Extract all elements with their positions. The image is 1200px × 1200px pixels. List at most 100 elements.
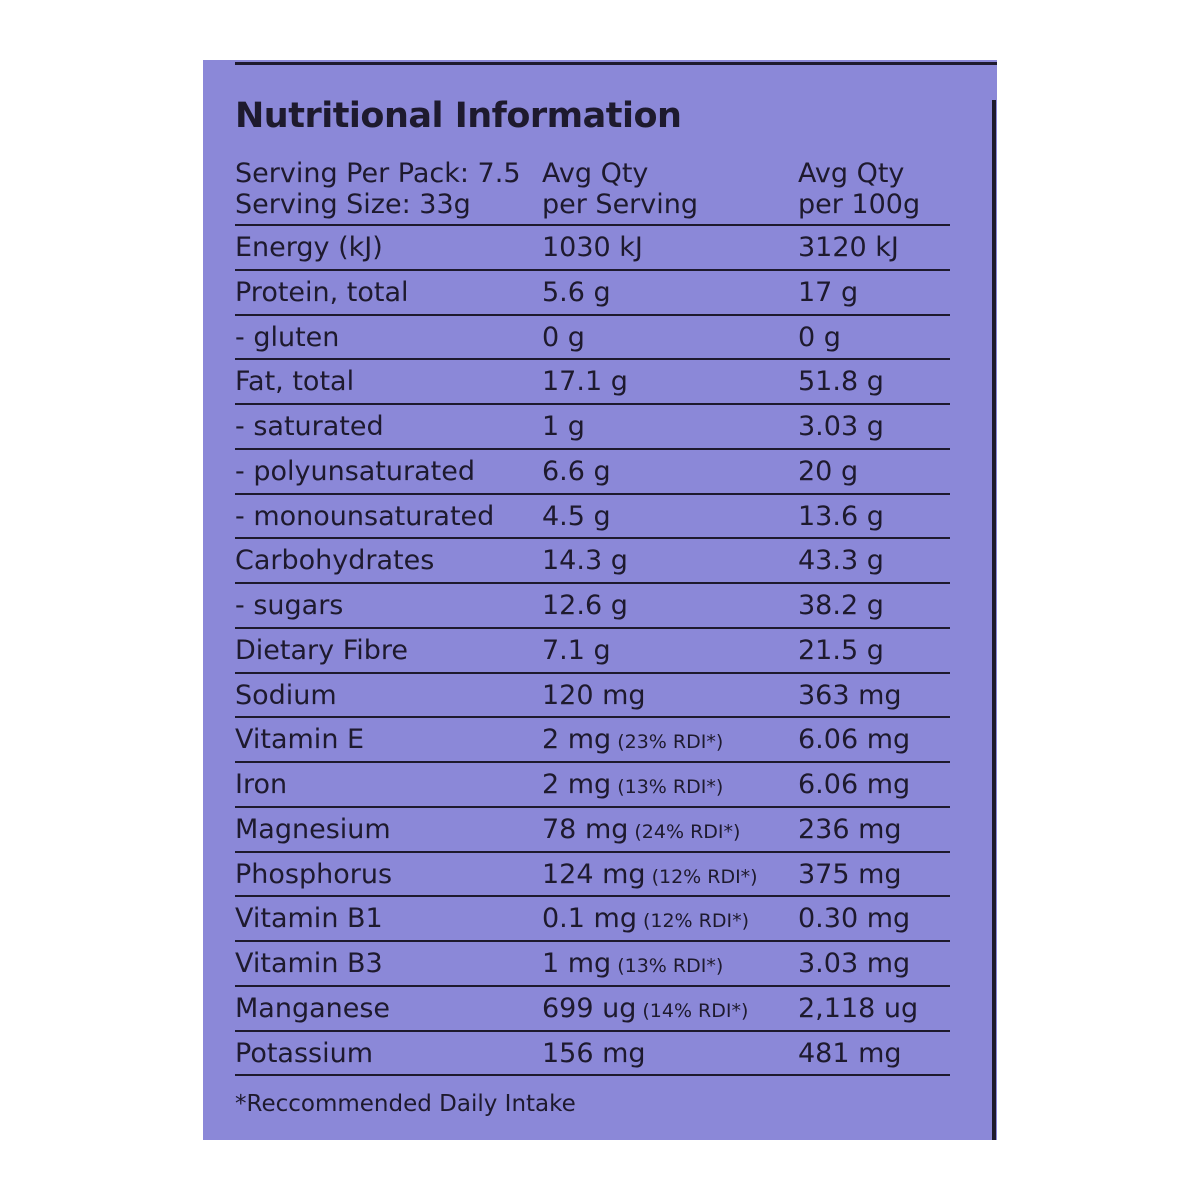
nutrient-name: Manganese xyxy=(235,992,391,1024)
row-rule xyxy=(235,895,950,898)
per-100g: 51.8 g xyxy=(798,366,884,398)
nutrient-name: - monounsaturated xyxy=(235,500,495,532)
per-100g: 3.03 mg xyxy=(798,948,911,979)
footnote: *Reccommended Daily Intake xyxy=(235,1091,576,1117)
per-serving-cell: 78 mg (24% RDI*) xyxy=(542,816,740,843)
row-rule xyxy=(235,447,950,450)
per-100g: 43.3 g xyxy=(798,545,884,577)
row-rule xyxy=(235,850,950,853)
rdi: (14% RDI*) xyxy=(642,999,749,1022)
per-serving: 78 mg xyxy=(542,813,629,845)
per-serving-cell: 124 mg (12% RDI*) xyxy=(542,861,758,888)
per-100g: 3.03 g xyxy=(798,411,884,442)
row-rule xyxy=(235,358,950,361)
per-serving: 6.6 g xyxy=(542,455,611,487)
row-rule xyxy=(235,313,950,316)
per-100g: 375 mg xyxy=(798,858,902,890)
header-text: per 100g xyxy=(798,189,921,220)
per-serving: 1 g xyxy=(542,411,585,442)
per-serving-cell: 7.1 g xyxy=(542,637,611,664)
per-serving: 156 mg xyxy=(542,1037,646,1069)
per-serving: 1 mg xyxy=(542,948,612,979)
per-100g: 13.6 g xyxy=(798,500,884,532)
header-text: Serving Size: 33g xyxy=(235,189,471,220)
per-serving-cell: 14.3 g xyxy=(542,547,628,574)
per-serving-cell: 0 g xyxy=(542,324,585,351)
row-rule xyxy=(235,537,950,540)
per-serving: 17.1 g xyxy=(542,366,628,398)
nutrient-name: Vitamin B1 xyxy=(235,903,383,935)
per-100g: 6.06 mg xyxy=(798,724,911,756)
nutrient-name: Vitamin B3 xyxy=(235,948,383,979)
per-serving-cell: 1 mg (13% RDI*) xyxy=(542,950,723,977)
row-rule xyxy=(235,671,950,674)
top-rule xyxy=(235,62,997,65)
per-serving: 0 g xyxy=(542,321,585,353)
row-rule xyxy=(235,716,950,719)
per-serving: 2 mg xyxy=(542,769,612,800)
per-100g: 3120 kJ xyxy=(798,232,899,263)
row-rule xyxy=(235,492,950,495)
per-serving-cell: 156 mg xyxy=(542,1040,646,1067)
per-serving-cell: 2 mg (23% RDI*) xyxy=(542,726,723,753)
header-text: Serving Per Pack: 7.5 xyxy=(235,158,521,189)
per-serving: 14.3 g xyxy=(542,545,628,577)
per-100g: 21.5 g xyxy=(798,634,884,666)
per-100g: 363 mg xyxy=(798,679,902,711)
nutrient-name: Potassium xyxy=(235,1037,374,1069)
rdi: (12% RDI*) xyxy=(642,910,749,933)
per-100g: 6.06 mg xyxy=(798,769,911,800)
per-serving-cell: 6.6 g xyxy=(542,458,611,485)
row-rule xyxy=(235,403,950,405)
per-100g: 236 mg xyxy=(798,813,902,845)
per-100g: 0 g xyxy=(798,321,841,353)
title: Nutritional Information xyxy=(235,96,682,136)
per-serving: 699 ug xyxy=(542,992,637,1024)
row-rule xyxy=(235,940,950,942)
per-serving-cell: 12.6 g xyxy=(542,592,628,619)
per-serving: 0.1 mg xyxy=(542,903,637,935)
row-rule xyxy=(235,805,950,808)
per-serving-cell: 17.1 g xyxy=(542,368,628,395)
row-rule xyxy=(235,626,950,629)
nutrient-name: Protein, total xyxy=(235,276,409,308)
nutrient-name: Fat, total xyxy=(235,366,355,398)
per-serving: 7.1 g xyxy=(542,634,611,666)
rdi: (24% RDI*) xyxy=(634,820,741,843)
rdi: (23% RDI*) xyxy=(617,731,724,754)
nutrient-name: - polyunsaturated xyxy=(235,455,475,487)
nutrient-name: - gluten xyxy=(235,321,340,353)
row-rule xyxy=(235,984,950,987)
rdi: (13% RDI*) xyxy=(617,776,724,798)
nutrient-name: Carbohydrates xyxy=(235,545,435,577)
per-serving: 1030 kJ xyxy=(542,232,643,263)
row-rule xyxy=(235,268,950,271)
per-serving-cell: 2 mg (13% RDI*) xyxy=(542,771,723,798)
per-serving: 124 mg xyxy=(542,858,646,890)
per-100g: 20 g xyxy=(798,455,859,487)
per-100g: 17 g xyxy=(798,276,859,308)
per-100g: 481 mg xyxy=(798,1037,902,1069)
header-text: Avg Qty xyxy=(798,158,905,189)
rdi: (12% RDI*) xyxy=(651,865,758,888)
nutrient-name: Dietary Fibre xyxy=(235,634,409,666)
nutrient-name: Energy (kJ) xyxy=(235,232,383,263)
nutrient-name: Magnesium xyxy=(235,813,391,845)
per-serving: 4.5 g xyxy=(542,500,611,532)
per-serving-cell: 1030 kJ xyxy=(542,234,643,261)
per-serving: 12.6 g xyxy=(542,590,628,621)
row-rule xyxy=(235,224,950,226)
nutrient-name: Vitamin E xyxy=(235,724,365,756)
nutrient-name: Iron xyxy=(235,769,288,800)
per-serving: 2 mg xyxy=(542,724,612,756)
per-serving-cell: 0.1 mg (12% RDI*) xyxy=(542,905,749,932)
header-text: per Serving xyxy=(542,189,699,220)
per-100g: 2,118 ug xyxy=(798,992,919,1024)
per-serving: 5.6 g xyxy=(542,276,611,308)
nutrient-name: - sugars xyxy=(235,590,344,621)
per-100g: 0.30 mg xyxy=(798,903,911,935)
per-serving: 120 mg xyxy=(542,679,646,711)
per-serving-cell: 1 g xyxy=(542,413,585,440)
per-serving-cell: 120 mg xyxy=(542,682,646,709)
row-rule xyxy=(235,761,950,763)
